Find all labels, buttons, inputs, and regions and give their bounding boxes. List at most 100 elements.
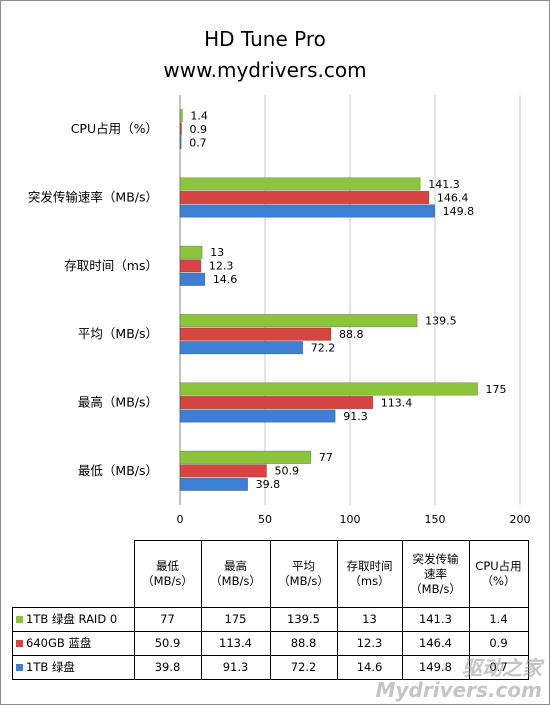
data-label: 149.8 <box>443 205 475 218</box>
table-cell: 13 <box>336 607 403 632</box>
bar <box>179 450 312 464</box>
category-label: 最高（MB/s） <box>78 395 158 410</box>
bar <box>179 464 267 478</box>
watermark: 驱动之家 Mydrivers.com <box>376 657 542 701</box>
data-label: 146.4 <box>437 191 469 204</box>
header-line: 突发传输 <box>412 551 459 566</box>
bar <box>179 272 206 286</box>
category-label: 存取时间（ms） <box>64 258 158 273</box>
data-label: 12.3 <box>209 260 234 273</box>
x-tick-label: 0 <box>177 513 184 526</box>
bar <box>179 177 421 191</box>
table-cell: 91.3 <box>200 655 271 680</box>
table-cell: 77 <box>133 607 202 632</box>
table-header: 存取时间 （ms） <box>336 540 403 608</box>
bar <box>179 136 182 150</box>
data-label: 14.6 <box>213 273 238 286</box>
table-cell: 72.2 <box>269 655 338 680</box>
bars-group <box>179 109 478 491</box>
header-line: 最高 <box>224 559 247 573</box>
data-label: 88.8 <box>339 328 364 341</box>
data-label: 0.9 <box>190 123 208 136</box>
header-line: 速率 <box>424 566 447 581</box>
data-label: 77 <box>319 451 333 464</box>
bar <box>179 314 418 328</box>
table-header: 突发传输 速率 （MB/s） <box>401 540 470 608</box>
bar <box>179 245 203 259</box>
series-label-cell: 1TB 绿盘 RAID 0 <box>12 607 135 632</box>
table-row: 1TB 绿盘 39.8 91.3 72.2 14.6 149.8 0.7 <box>12 655 529 680</box>
category-label: 平均（MB/s） <box>78 326 158 341</box>
data-label: 50.9 <box>275 465 300 478</box>
chart-title: HD Tune Pro <box>204 27 326 51</box>
watermark-line1: 驱动之家 <box>462 656 542 680</box>
series-label: 1TB 绿盘 <box>26 660 75 674</box>
data-label: 13 <box>210 246 224 259</box>
series-label-cell: 1TB 绿盘 <box>12 655 135 680</box>
table-cell: 39.8 <box>133 655 202 680</box>
table-cell: 139.5 <box>269 607 338 632</box>
category-label: 最低（MB/s） <box>78 463 158 478</box>
data-label: 141.3 <box>428 178 460 191</box>
table-cell: 88.8 <box>269 631 338 656</box>
table-corner <box>12 540 135 608</box>
legend-swatch <box>16 616 23 623</box>
table-cell: 0.7 <box>468 655 529 680</box>
legend-swatch <box>16 640 23 647</box>
chart-subtitle: www.mydrivers.com <box>163 58 366 82</box>
bar <box>179 327 332 341</box>
watermark-line2: Mydrivers.com <box>375 678 542 702</box>
header-line: 存取时间 <box>346 559 393 573</box>
table-header: 平均 （MB/s） <box>269 540 338 608</box>
table-cell: 12.3 <box>336 631 403 656</box>
data-label: 175 <box>486 383 507 396</box>
table-row: 1TB 绿盘 RAID 0 77 175 139.5 13 141.3 1.4 <box>12 607 529 632</box>
data-table: 最低 （MB/s） 最高 （MB/s） 平均 （MB/s） 存取时间 （ms） 突发传输 速率 （M… <box>12 540 529 680</box>
table-cell: 50.9 <box>133 631 202 656</box>
x-tick-labels-group: 0 50 100 150 200 <box>177 513 531 526</box>
header-line: （%） <box>481 574 516 588</box>
bar-chart: HD Tune Pro www.mydrivers.com 1.40.90.71… <box>28 27 531 526</box>
header-line: 平均 <box>292 559 315 573</box>
series-label: 1TB 绿盘 RAID 0 <box>26 612 118 626</box>
header-line: （MB/s） <box>142 574 193 588</box>
bar <box>179 395 374 410</box>
x-tick-label: 150 <box>425 513 446 526</box>
category-labels-group: CPU占用（%） 突发传输速率（MB/s） 存取时间（ms） 平均（MB/s） 最高（M… <box>28 121 158 478</box>
bar <box>179 190 430 205</box>
table-cell: 141.3 <box>401 607 470 632</box>
table-cell: 149.8 <box>401 655 470 680</box>
header-line: 最低 <box>156 559 179 573</box>
bar <box>179 122 182 136</box>
table-cell: 14.6 <box>336 655 403 680</box>
data-label: 91.3 <box>343 410 368 423</box>
table-row: 640GB 蓝盘 50.9 113.4 88.8 12.3 146.4 0.9 <box>12 631 529 656</box>
header-line: CPU占用 <box>475 559 522 573</box>
data-label: 113.4 <box>381 396 413 409</box>
x-tick-label: 50 <box>258 513 272 526</box>
table-cell: 146.4 <box>401 631 470 656</box>
bar <box>179 109 183 123</box>
category-label: 突发传输速率（MB/s） <box>28 190 158 205</box>
bar <box>179 259 202 273</box>
data-label: 39.8 <box>256 478 281 491</box>
x-tick-label: 100 <box>340 513 361 526</box>
table-cell: 113.4 <box>200 631 271 656</box>
bar <box>179 341 304 355</box>
data-label: 1.4 <box>190 109 208 122</box>
series-label: 640GB 蓝盘 <box>26 636 92 650</box>
data-label: 0.7 <box>189 136 207 149</box>
series-label-cell: 640GB 蓝盘 <box>12 631 135 656</box>
header-line: （MB/s） <box>210 574 261 588</box>
gridlines <box>179 95 521 505</box>
table-cell: 1.4 <box>468 607 529 632</box>
bar <box>179 204 435 218</box>
table-header: 最高 （MB/s） <box>200 540 271 608</box>
data-label: 72.2 <box>311 341 336 354</box>
data-label: 139.5 <box>425 314 457 327</box>
table-cell: 175 <box>200 607 271 632</box>
legend-swatch <box>16 664 23 671</box>
bar <box>179 382 478 396</box>
table-cell: 0.9 <box>468 631 529 656</box>
